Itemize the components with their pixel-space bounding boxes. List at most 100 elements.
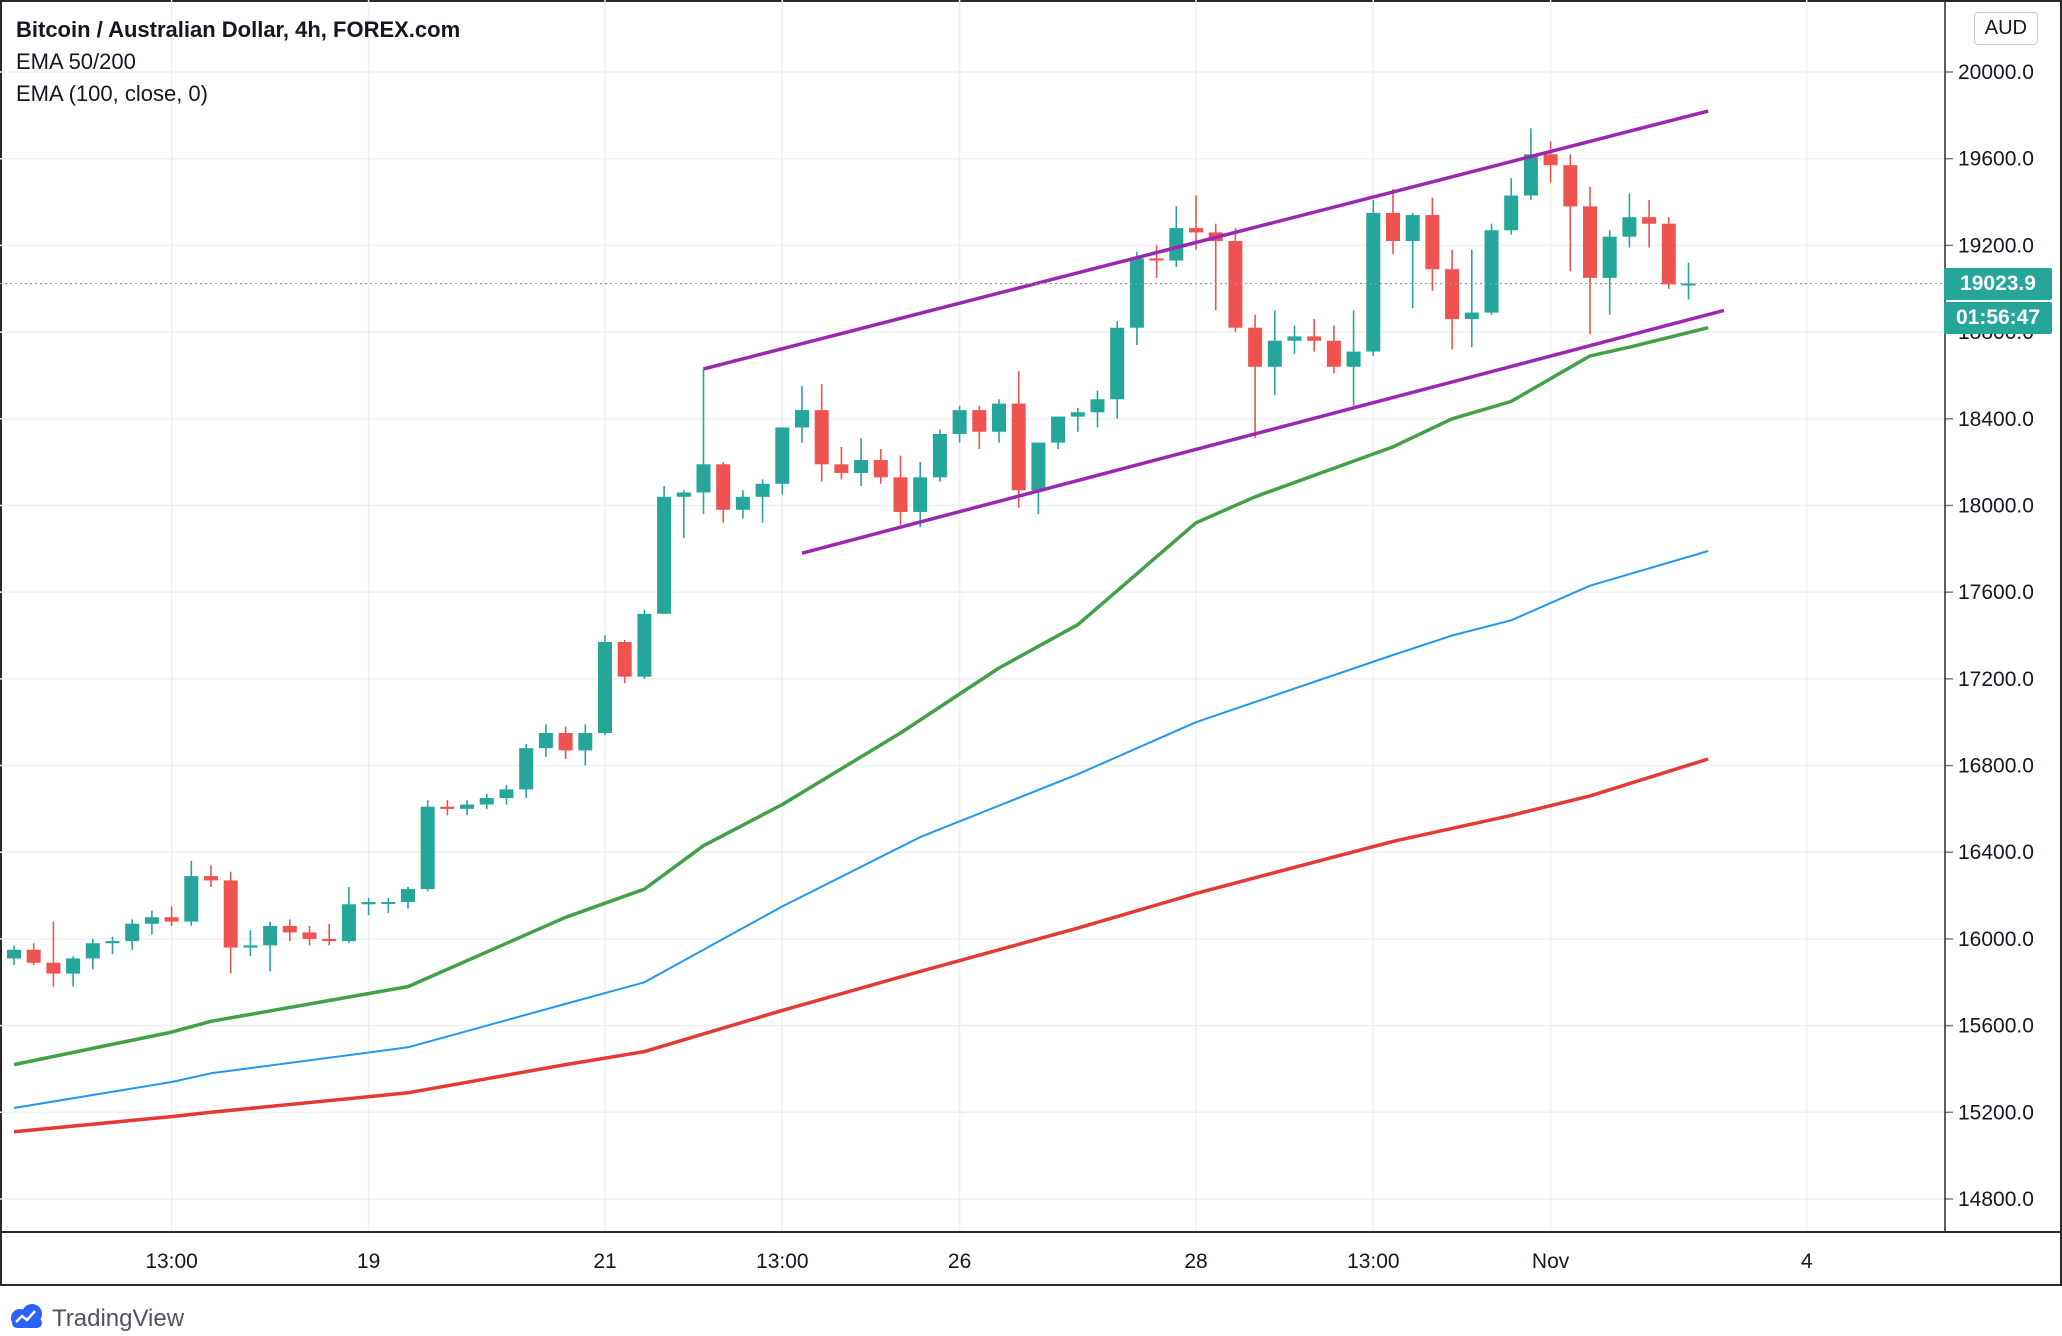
candle-body: [440, 806, 455, 809]
x-tick-label: 28: [1184, 1250, 1207, 1273]
candle-body: [814, 410, 829, 465]
candle-body: [223, 880, 238, 948]
candle-body: [420, 806, 435, 890]
y-tick-label: 17600.0: [1958, 581, 2034, 604]
candle-body: [873, 459, 888, 478]
candle-body: [696, 464, 711, 493]
y-tick-label: 18400.0: [1958, 408, 2034, 431]
candle-body: [243, 945, 258, 948]
candle-body: [519, 748, 534, 790]
candle-body: [1405, 215, 1420, 242]
candle-body: [795, 410, 809, 428]
candle-body: [341, 904, 356, 942]
candle-body: [26, 949, 41, 963]
y-tick-label: 16000.0: [1958, 928, 2034, 951]
candle-body: [716, 464, 731, 510]
currency-button[interactable]: AUD: [1973, 12, 2038, 45]
chart-frame[interactable]: [0, 0, 2062, 1286]
candle-body: [1090, 399, 1105, 413]
chart-legend: Bitcoin / Australian Dollar, 4h, FOREX.c…: [16, 14, 460, 110]
candle-body: [282, 925, 297, 933]
candle-body: [1326, 340, 1341, 367]
candle-body: [1602, 236, 1617, 278]
symbol-title: Bitcoin / Australian Dollar, 4h, FOREX.c…: [16, 17, 461, 42]
y-tick-label: 15200.0: [1958, 1101, 2034, 1124]
candlestick-chart[interactable]: 20000.019600.019200.018800.018400.018000…: [0, 0, 2062, 1290]
channel-upper-line: [703, 109, 1709, 371]
candle-body: [125, 923, 140, 942]
candle-body: [1248, 327, 1263, 367]
candle-body: [1051, 416, 1066, 443]
candle-body: [952, 410, 967, 434]
x-tick-label: 4: [1801, 1250, 1813, 1273]
ema-settings-line: EMA (100, close, 0): [16, 81, 208, 106]
candle-body: [1307, 336, 1322, 341]
candle-body: [1189, 228, 1203, 233]
channel-lower-line: [801, 308, 1725, 555]
candle-body: [1267, 340, 1282, 367]
x-tick-label: 13:00: [1347, 1250, 1400, 1273]
candle-body: [499, 789, 514, 799]
candle-body: [401, 889, 415, 903]
y-tick-label: 18000.0: [1958, 494, 2034, 517]
x-tick-label: 21: [593, 1250, 616, 1273]
y-tick-label: 16800.0: [1958, 755, 2034, 778]
ema-line-ema-100: [13, 550, 1709, 1109]
candle-body: [1661, 223, 1676, 285]
ema-line-ema-50: [13, 326, 1709, 1067]
y-tick-label: 20000.0: [1958, 61, 2034, 84]
candle-body: [893, 477, 908, 512]
candle-body: [578, 733, 593, 751]
y-tick-label: 19600.0: [1958, 148, 2034, 171]
candle-body: [1425, 215, 1440, 270]
x-tick-label: 13:00: [756, 1250, 809, 1273]
y-tick-label: 19200.0: [1958, 234, 2034, 257]
tradingview-logo-icon: [8, 1302, 44, 1335]
candle-body: [538, 733, 553, 749]
candle-body: [1149, 258, 1164, 261]
candle-body: [1129, 258, 1144, 328]
candle-body: [479, 798, 494, 805]
candle-body: [676, 492, 691, 497]
candle-body: [992, 403, 1006, 432]
candle-body: [1110, 327, 1125, 400]
candle-body: [1583, 206, 1597, 278]
candle-body: [598, 642, 612, 734]
x-tick-label: 19: [357, 1250, 380, 1273]
brand-name: TradingView: [52, 1304, 185, 1332]
candle-body: [1366, 212, 1381, 352]
candle-body: [1169, 228, 1184, 261]
candle-body: [1386, 212, 1400, 242]
candle-body: [972, 410, 987, 432]
candle-body: [184, 876, 199, 922]
candle-body: [1622, 217, 1637, 237]
ema-line-ema-200: [13, 757, 1709, 1134]
last-price-tag: 19023.9: [1944, 268, 2052, 300]
candle-body: [381, 902, 396, 905]
candle-body: [1523, 154, 1538, 196]
candle-body: [1642, 217, 1657, 224]
candle-body: [1543, 154, 1558, 166]
x-tick-label: 13:00: [145, 1250, 198, 1273]
candle-body: [1228, 241, 1243, 328]
candle-body: [558, 733, 573, 751]
candle-body: [1681, 283, 1696, 286]
candle-body: [263, 925, 278, 946]
tradingview-brand[interactable]: TradingView: [8, 1302, 184, 1335]
candle-body: [164, 917, 179, 922]
candle-body: [637, 613, 652, 677]
y-tick-label: 15600.0: [1958, 1015, 2034, 1038]
candle-body: [1287, 336, 1302, 341]
candle-body: [105, 941, 120, 944]
candle-body: [932, 433, 947, 478]
y-tick-label: 16400.0: [1958, 841, 2034, 864]
candle-body: [460, 804, 475, 809]
candle-body: [302, 932, 317, 939]
ema-legend-line: EMA 50/200: [16, 49, 136, 74]
candle-body: [1504, 195, 1519, 231]
candle-body: [834, 464, 849, 473]
x-tick-label: Nov: [1532, 1250, 1570, 1273]
countdown-tag: 01:56:47: [1944, 302, 2052, 334]
candle-body: [1346, 351, 1361, 367]
y-tick-label: 17200.0: [1958, 668, 2034, 691]
